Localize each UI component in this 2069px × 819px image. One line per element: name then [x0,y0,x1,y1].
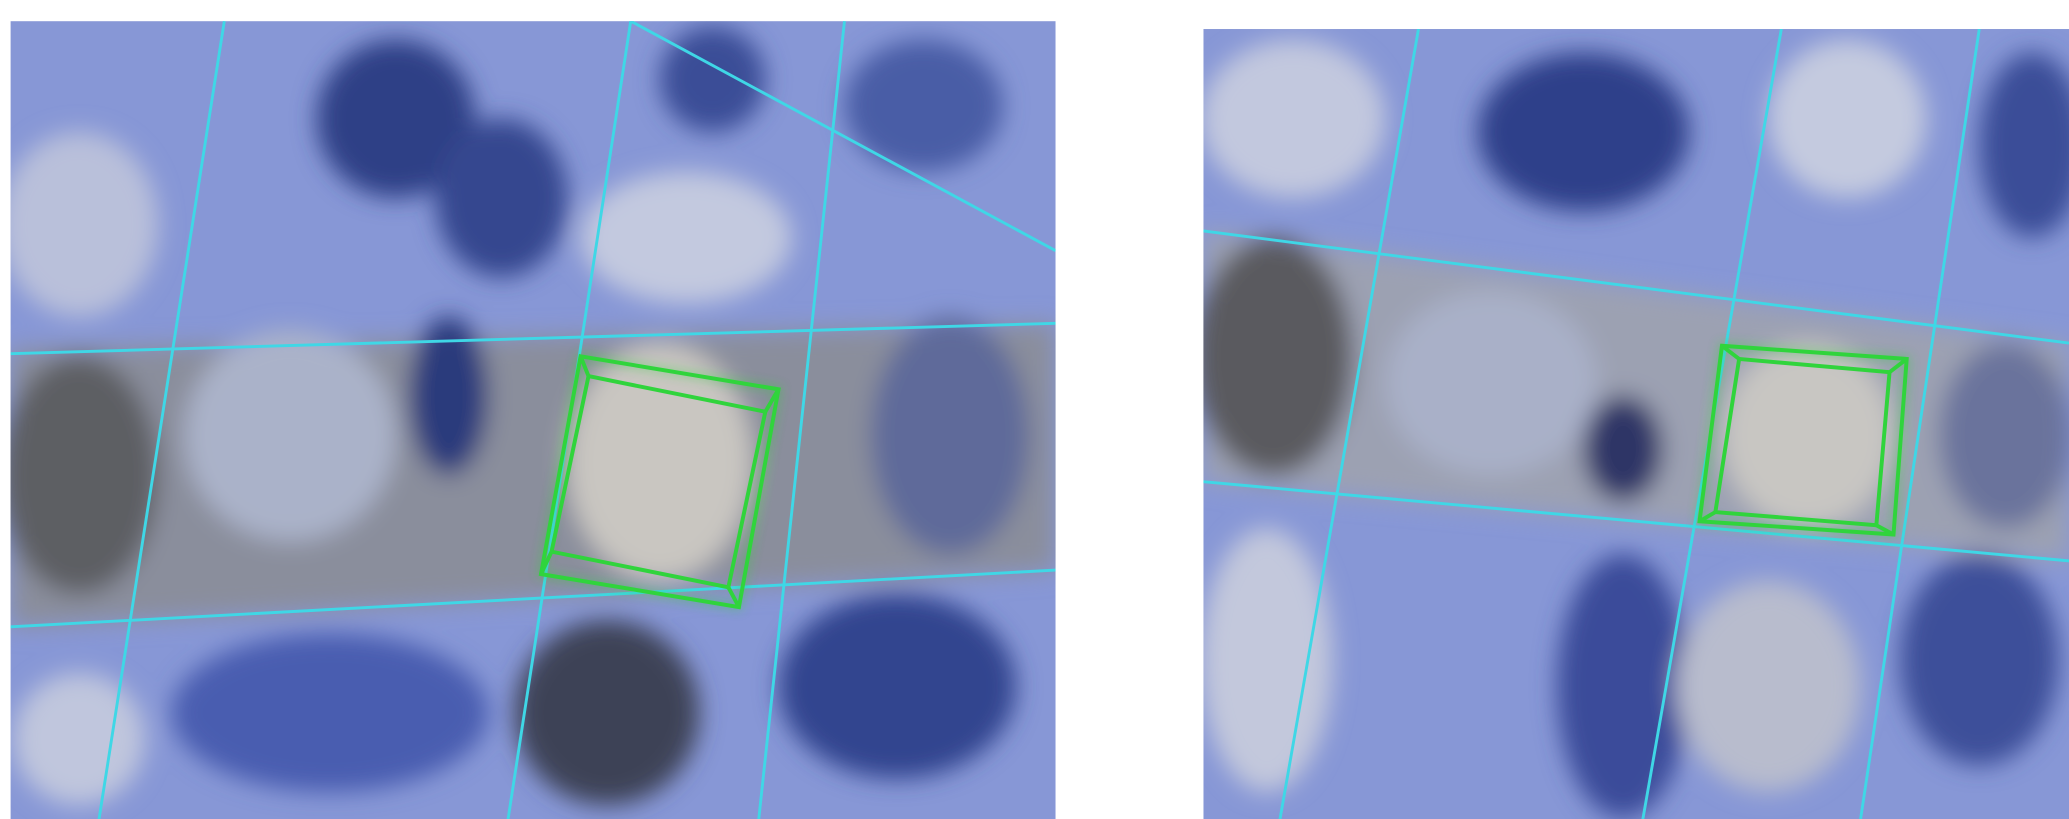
tissue [10,26,1056,806]
tissue [1203,39,2069,819]
left-scan [10,21,1056,819]
roi-box [1697,343,1909,537]
roi-box [538,354,781,610]
right-scan [1203,29,2069,819]
